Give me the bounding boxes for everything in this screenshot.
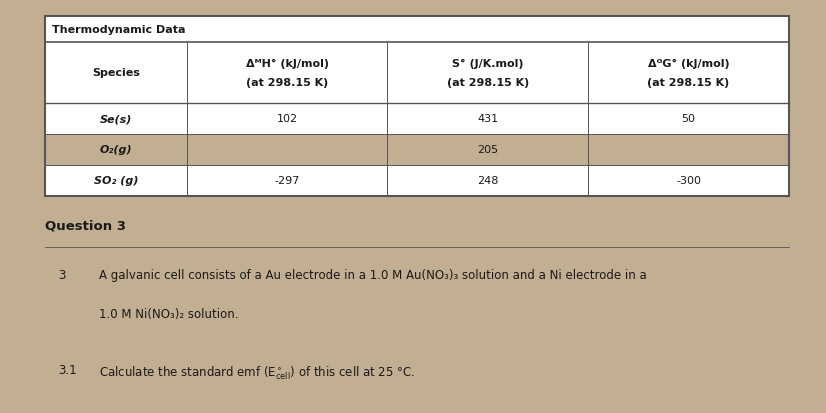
Text: Question 3: Question 3 [45, 219, 126, 232]
Text: 3.1: 3.1 [58, 363, 77, 376]
Text: (at 298.15 K): (at 298.15 K) [447, 77, 529, 88]
Text: SO₂ (g): SO₂ (g) [94, 176, 138, 186]
Text: 3: 3 [58, 268, 65, 281]
Text: O₂(g): O₂(g) [100, 145, 132, 155]
Text: Se(s): Se(s) [100, 114, 132, 124]
Text: -300: -300 [676, 176, 701, 186]
Text: 50: 50 [681, 114, 695, 124]
Text: S° (J/K.mol): S° (J/K.mol) [452, 59, 524, 69]
Text: Thermodynamic Data: Thermodynamic Data [52, 25, 186, 35]
Text: 205: 205 [477, 145, 498, 155]
Bar [45, 17, 789, 43]
Text: (at 298.15 K): (at 298.15 K) [246, 77, 328, 88]
Text: 1.0 M Ni(NO₃)₂ solution.: 1.0 M Ni(NO₃)₂ solution. [99, 308, 239, 320]
Text: ΔᴹH° (kJ/mol): ΔᴹH° (kJ/mol) [245, 59, 329, 69]
Bar [45, 103, 789, 134]
Text: 431: 431 [477, 114, 498, 124]
Text: Calculate the standard emf (E$^\circ_{\mathrm{cell}}$) of this cell at 25 °C.: Calculate the standard emf (E$^\circ_{\m… [99, 363, 415, 381]
Text: (at 298.15 K): (at 298.15 K) [648, 77, 729, 88]
Text: 248: 248 [477, 176, 498, 186]
Text: ΔᴳG° (kJ/mol): ΔᴳG° (kJ/mol) [648, 59, 729, 69]
Text: -297: -297 [274, 176, 300, 186]
Text: A galvanic cell consists of a Au electrode in a 1.0 M Au(NO₃)₃ solution and a Ni: A galvanic cell consists of a Au electro… [99, 268, 647, 281]
Bar [45, 134, 789, 165]
Text: Species: Species [93, 68, 140, 78]
Text: 102: 102 [277, 114, 297, 124]
Bar [45, 165, 789, 196]
